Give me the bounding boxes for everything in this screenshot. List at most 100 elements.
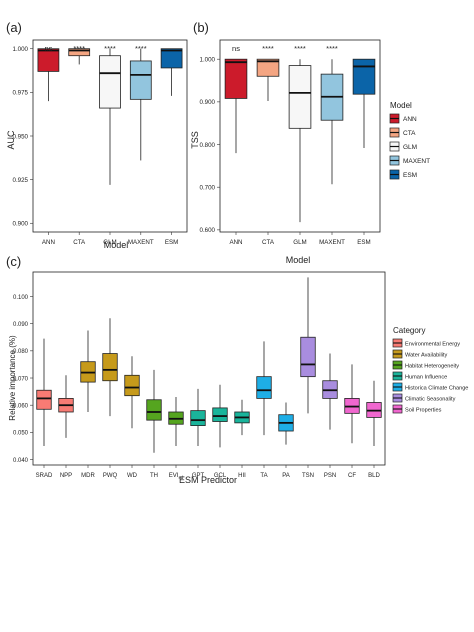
x-tick-label: CF (348, 473, 356, 479)
legend-item-water-availability: Water Availability (392, 349, 447, 359)
x-tick-label: MAXENT (128, 239, 154, 246)
x-tick-label-subscript: sd (178, 475, 183, 480)
x-tick-label-main: HII (238, 473, 246, 479)
legend-item-habitat-heterogeneity: Habitat Heterogeneity (392, 360, 459, 370)
x-tick-label: MAXENT (319, 239, 345, 246)
y-tick-label: 1.000 (13, 46, 29, 53)
box-cta (256, 58, 280, 102)
x-tick-label-main: TH (150, 473, 158, 479)
box-body (160, 48, 183, 69)
panel-c-plot: 0.040 0.050 0.060 0.070 0.080 0.090 0.100 SRAD N… (13, 271, 386, 480)
box-bld (366, 380, 382, 446)
x-tick-label-main: GPT (192, 473, 205, 479)
box-th (146, 369, 162, 453)
box-psn (322, 353, 338, 430)
legend-label: ANN (403, 116, 417, 123)
significance-label: **** (135, 44, 147, 53)
significance-label: ns (44, 44, 52, 53)
x-tick-label: GCL (214, 473, 227, 479)
box-gpt (190, 388, 206, 446)
box-ann (224, 58, 248, 154)
plot-frame (32, 271, 386, 466)
x-tick-label-main: PSN (324, 473, 336, 479)
box-body (102, 353, 118, 382)
box-maxent (320, 59, 344, 185)
x-tick-label: WD (127, 473, 138, 479)
x-tick-label: TH (150, 473, 158, 479)
legend-label: GLM (403, 144, 417, 151)
legend-item-climatic-seasonality: Climatic Seasonality (392, 393, 456, 403)
panel-c-legend-title: Category (393, 326, 425, 335)
x-tick-label: NPP (60, 473, 72, 479)
legend-label: ESM (403, 172, 417, 179)
x-tick-label: GPT (192, 473, 205, 479)
x-tick-label: PA (282, 473, 290, 479)
significance-label: **** (326, 44, 338, 53)
legend-item-environmental-energy: Environmental Energy (392, 338, 460, 348)
x-tick-label: ESM (357, 239, 370, 246)
panel-c-xlabel: ESM Predictor (179, 475, 237, 485)
box-cf (344, 364, 360, 444)
x-tick-label-main: TSN (302, 473, 314, 479)
legend-label: Historica Climate Change (405, 385, 468, 391)
x-tick-label-main: WD (127, 473, 138, 479)
panel-b-plot: 0.600 0.700 0.800 0.900 1.000 ANN ns CTA **** GLM… (200, 39, 381, 246)
box-body (146, 399, 162, 421)
legend-item-esm: ESM (389, 169, 417, 180)
y-tick-label: 1.000 (200, 57, 216, 64)
panel-b: (b) TSS Model 0.600 0.700 0.800 0.900 1.000 A… (190, 20, 430, 265)
box-body (256, 376, 272, 399)
box-esm (352, 58, 376, 148)
x-tick-label: GLM (293, 239, 306, 246)
box-glm (99, 48, 121, 185)
significance-label: **** (262, 44, 274, 53)
panel-a: (a) AUC Model 0.900 0.925 0.950 0.975 1.000 A… (6, 20, 188, 250)
box-body (68, 48, 91, 57)
panel-b-ylabel: TSS (190, 131, 200, 149)
panel-b-legend-items: ANN CTA GLM MAXENT ESM (389, 113, 430, 180)
x-tick-label: ANN (42, 239, 55, 246)
legend-item-human-influence: Human Influence (392, 371, 447, 381)
panel-a-xlabel: Model (104, 240, 129, 250)
box-ta (256, 341, 272, 436)
box-body (37, 48, 60, 72)
box-body (352, 58, 376, 95)
x-tick-label: ESM (165, 239, 178, 246)
x-tick-label-main: MDR (81, 473, 95, 479)
box-npp (58, 375, 74, 438)
x-tick-label-main: SRAD (36, 473, 53, 479)
panel-b-xlabel: Model (286, 255, 311, 265)
y-tick-label: 0.950 (13, 133, 29, 140)
x-tick-label: ANN (229, 239, 242, 246)
box-body (99, 55, 121, 109)
legend-label: Water Availability (405, 352, 447, 358)
legend-label: Environmental Energy (405, 341, 460, 347)
y-tick-label: 0.040 (13, 458, 29, 464)
y-tick-label: 0.080 (13, 349, 29, 355)
box-glm (288, 59, 312, 223)
box-evi-sd (168, 397, 184, 446)
box-wd (124, 356, 140, 429)
box-maxent (129, 48, 152, 161)
panel-a-ylabel: AUC (6, 130, 16, 150)
y-tick-label: 0.070 (13, 376, 29, 382)
y-tick-label: 0.900 (13, 221, 29, 228)
x-tick-label: PWQ (103, 473, 118, 479)
x-tick-label-main: TA (260, 473, 267, 479)
panel-a-label: (a) (6, 20, 22, 35)
legend-label: Habitat Heterogeneity (405, 363, 459, 369)
panel-b-legend-title: Model (390, 101, 412, 110)
x-tick-label: CTA (73, 239, 86, 246)
legend-item-ann: ANN (389, 113, 417, 124)
box-cta (68, 48, 91, 65)
significance-label: ns (232, 44, 240, 53)
box-body (300, 336, 316, 378)
box-pa (278, 402, 294, 445)
legend-item-cta: CTA (389, 127, 416, 138)
y-tick-label: 0.900 (200, 99, 216, 106)
y-tick-label: 0.800 (200, 142, 216, 149)
x-tick-label: TSN (302, 473, 314, 479)
box-body (36, 389, 52, 410)
box-srad (36, 338, 52, 446)
